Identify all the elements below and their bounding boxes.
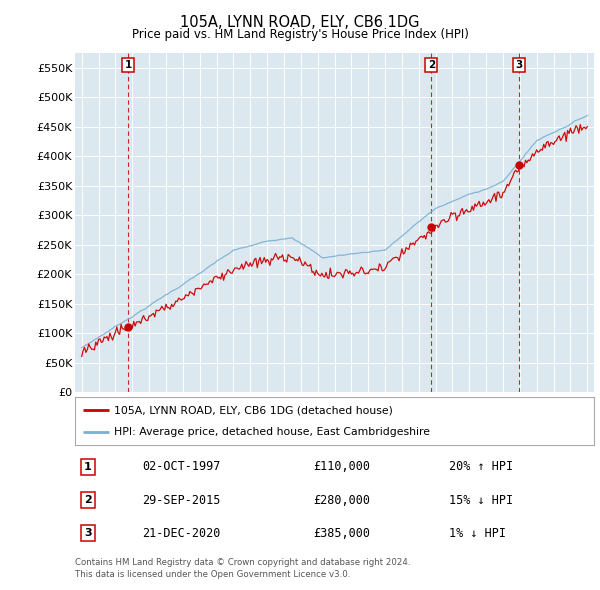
Text: £280,000: £280,000: [314, 493, 371, 507]
Text: 105A, LYNN ROAD, ELY, CB6 1DG: 105A, LYNN ROAD, ELY, CB6 1DG: [180, 15, 420, 30]
Text: 2: 2: [428, 60, 435, 70]
Text: 2: 2: [84, 495, 92, 505]
Text: 20% ↑ HPI: 20% ↑ HPI: [449, 460, 513, 474]
Text: 29-SEP-2015: 29-SEP-2015: [142, 493, 221, 507]
Text: This data is licensed under the Open Government Licence v3.0.: This data is licensed under the Open Gov…: [75, 570, 350, 579]
Text: 1% ↓ HPI: 1% ↓ HPI: [449, 526, 506, 540]
Text: £385,000: £385,000: [314, 526, 371, 540]
Text: 1: 1: [84, 462, 92, 472]
Text: HPI: Average price, detached house, East Cambridgeshire: HPI: Average price, detached house, East…: [114, 427, 430, 437]
Text: £110,000: £110,000: [314, 460, 371, 474]
Text: 105A, LYNN ROAD, ELY, CB6 1DG (detached house): 105A, LYNN ROAD, ELY, CB6 1DG (detached …: [114, 405, 393, 415]
Text: Price paid vs. HM Land Registry's House Price Index (HPI): Price paid vs. HM Land Registry's House …: [131, 28, 469, 41]
Text: 15% ↓ HPI: 15% ↓ HPI: [449, 493, 513, 507]
Text: 3: 3: [84, 528, 92, 538]
Text: Contains HM Land Registry data © Crown copyright and database right 2024.: Contains HM Land Registry data © Crown c…: [75, 558, 410, 566]
Text: 02-OCT-1997: 02-OCT-1997: [142, 460, 221, 474]
Text: 1: 1: [124, 60, 132, 70]
Text: 3: 3: [516, 60, 523, 70]
Text: 21-DEC-2020: 21-DEC-2020: [142, 526, 221, 540]
